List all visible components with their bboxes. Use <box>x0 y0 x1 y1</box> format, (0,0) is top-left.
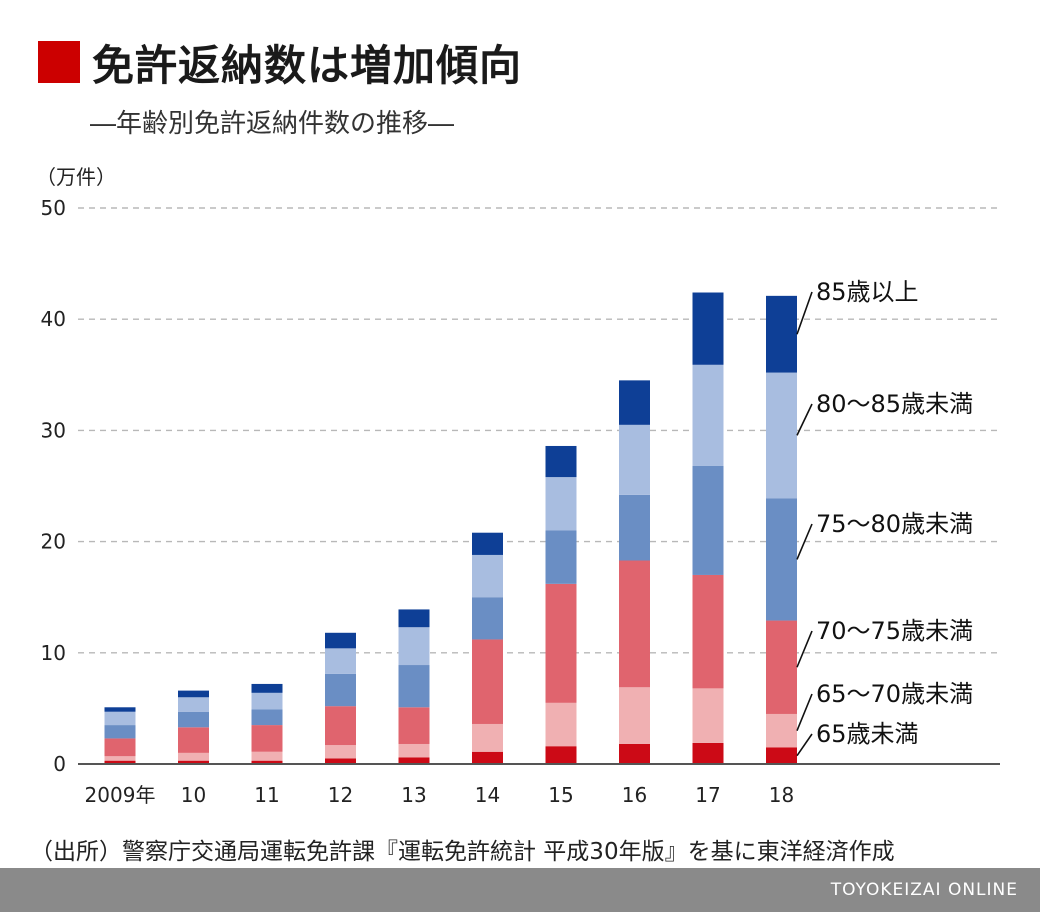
bar-segment <box>398 609 430 628</box>
bar-segment <box>398 757 430 764</box>
bar-segment <box>766 498 797 621</box>
bar-segment <box>766 713 797 748</box>
legend-label: 80〜85歳未満 <box>816 390 973 418</box>
bar-segment <box>545 583 577 703</box>
legend-label: 65〜70歳未満 <box>816 680 973 708</box>
bar-segment <box>398 627 430 666</box>
bar-segment <box>178 697 209 712</box>
x-tick-label: 13 <box>401 783 426 807</box>
page-title: 免許返納数は増加傾向 <box>92 40 523 90</box>
bar-segment <box>545 445 577 478</box>
bar-segment <box>619 494 650 561</box>
bar-segment <box>104 756 136 761</box>
bar-segment <box>104 760 136 764</box>
bar-segment <box>325 673 356 707</box>
bar-segment <box>325 745 356 759</box>
x-tick-label: 15 <box>548 783 573 807</box>
bar-segment <box>472 532 503 555</box>
page-subtitle: ―年齢別免許返納件数の推移― <box>90 109 455 139</box>
bar-segment <box>325 758 356 764</box>
bar-segment <box>545 702 577 747</box>
bar-segment <box>178 727 209 753</box>
bar-segment <box>251 760 283 764</box>
footer-bar: TOYOKEIZAI ONLINE <box>0 868 1040 912</box>
bar-segment <box>766 295 797 373</box>
bar-segment <box>251 709 283 726</box>
bar-segment <box>692 364 724 466</box>
legend-label: 75〜80歳未満 <box>816 510 973 538</box>
footer-brand: TOYOKEIZAI ONLINE <box>830 880 1018 900</box>
y-tick-label: 0 <box>53 752 66 776</box>
legend-label: 70〜75歳未満 <box>816 617 973 645</box>
y-tick-label: 30 <box>41 418 66 442</box>
bar-segment <box>766 372 797 499</box>
x-tick-label: 14 <box>475 783 500 807</box>
y-tick-label: 40 <box>41 307 66 331</box>
y-tick-label: 10 <box>41 641 66 665</box>
legend-leader-line <box>796 630 813 668</box>
bar-segment <box>692 742 724 764</box>
bar-segment <box>619 424 650 495</box>
bar-segment <box>692 465 724 575</box>
bar-segment <box>472 751 503 764</box>
x-tick-label: 12 <box>328 783 353 807</box>
bar-segment <box>251 692 283 710</box>
x-tick-label: 10 <box>181 783 206 807</box>
x-tick-label: 17 <box>695 783 720 807</box>
x-tick-label: 2009年 <box>85 783 156 807</box>
legend-leader-line <box>796 291 813 335</box>
x-tick-label: 16 <box>622 783 647 807</box>
source-note: （出所）警察庁交通局運転免許課『運転免許統計 平成30年版』を基に東洋経済作成 <box>30 839 895 865</box>
bar-segment <box>325 632 356 649</box>
bar-segment <box>178 760 209 764</box>
bar-segment <box>398 743 430 758</box>
bar-segment <box>545 746 577 764</box>
legend-label: 65歳未満 <box>816 720 919 748</box>
bar-segment <box>545 530 577 584</box>
bar-segment <box>619 560 650 688</box>
bar-segment <box>104 738 136 757</box>
bar-segment <box>766 747 797 764</box>
bar-segment <box>251 683 283 693</box>
bar-segment <box>251 725 283 752</box>
bar-segment <box>104 711 136 726</box>
bar-segment <box>104 707 136 712</box>
legend-leader-line <box>796 733 813 757</box>
bar-segment <box>692 574 724 689</box>
bar-segment <box>472 639 503 724</box>
bar-segment <box>398 707 430 744</box>
bar-segment <box>178 690 209 698</box>
bar-segment <box>619 743 650 764</box>
bar-segment <box>325 648 356 674</box>
bar-segment <box>692 688 724 743</box>
title-marker-square <box>38 41 80 83</box>
bar-segment <box>472 597 503 640</box>
bar-segment <box>178 711 209 728</box>
bar-segment <box>104 725 136 739</box>
bar-segment <box>251 751 283 761</box>
bar-segment <box>619 380 650 425</box>
x-tick-label: 18 <box>769 783 794 807</box>
bar-segment <box>472 723 503 752</box>
stacked-bar-chart: （万件） 0 10 20 30 40 50 2009年 10 11 12 13 14 15 16 17 18 85… <box>36 165 1000 807</box>
legend-leader-line <box>796 693 813 731</box>
x-tick-label: 11 <box>254 783 279 807</box>
legend-leader-line <box>796 523 813 560</box>
y-tick-label: 50 <box>41 196 66 220</box>
bar-segment <box>398 665 430 708</box>
title-block: 免許返納数は増加傾向 <box>38 34 522 90</box>
bar-segment <box>692 292 724 365</box>
legend-label: 85歳以上 <box>816 278 919 306</box>
bar-segment <box>766 620 797 714</box>
bar-segment <box>619 687 650 744</box>
bar-segment <box>472 554 503 598</box>
bar-segment <box>178 752 209 761</box>
bar-segment <box>545 477 577 531</box>
legend-leader-line <box>796 403 813 436</box>
y-tick-label: 20 <box>41 530 66 554</box>
y-axis-unit-label: （万件） <box>36 165 116 189</box>
bar-segment <box>325 706 356 746</box>
